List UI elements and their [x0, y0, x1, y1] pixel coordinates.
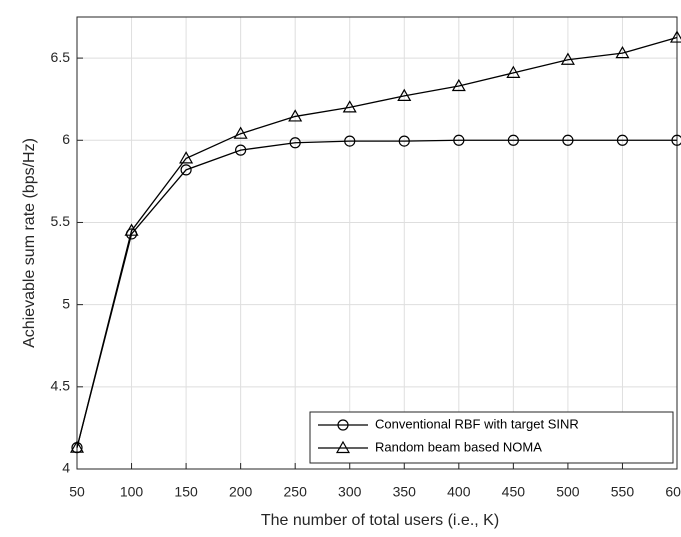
marker: [180, 164, 192, 176]
marker: [669, 30, 681, 43]
x-tick-label: 450: [502, 484, 526, 500]
y-tick-label: 4: [62, 460, 70, 476]
marker: [562, 134, 574, 146]
x-tick-label: 500: [556, 484, 580, 500]
series-line: [76, 139, 677, 448]
marker: [616, 134, 629, 146]
x-tick-label: 250: [284, 484, 308, 500]
plot-frame: [76, 16, 678, 470]
marker: [506, 65, 521, 78]
marker: [615, 45, 630, 59]
y-tick-label: 6: [62, 131, 70, 147]
series-line: [76, 36, 678, 448]
marker: [288, 109, 303, 122]
legend-label: Conventional RBF with target SINR: [375, 416, 579, 431]
x-axis-label: The number of total users (i.e., K): [261, 512, 499, 529]
marker: [507, 134, 519, 146]
marker: [289, 137, 301, 149]
marker: [398, 135, 410, 147]
legend-box: [309, 411, 674, 464]
x-tick-label: 150: [174, 484, 198, 500]
marker: [671, 134, 681, 146]
marker: [453, 134, 465, 146]
marker: [397, 88, 412, 101]
x-tick-label: 100: [120, 484, 144, 500]
marker: [179, 151, 194, 164]
marker: [560, 52, 575, 65]
x-tick-label: 50: [69, 484, 85, 500]
y-tick-label: 6.5: [51, 49, 71, 65]
y-tick-label: 5: [62, 295, 70, 311]
x-tick-label: 550: [611, 484, 635, 500]
marker: [124, 223, 139, 236]
legend-label: Random beam based NOMA: [375, 439, 542, 454]
marker: [451, 78, 466, 92]
y-tick-label: 5.5: [51, 213, 71, 229]
legend-marker: [335, 440, 351, 454]
x-tick-label: 200: [229, 484, 253, 500]
legend-marker: [337, 419, 349, 431]
x-tick-label: 400: [447, 484, 471, 500]
marker: [344, 135, 356, 147]
x-tick-label: 300: [338, 484, 362, 500]
y-tick-label: 4.5: [51, 378, 71, 394]
x-tick-label: 600: [665, 484, 681, 500]
marker: [233, 126, 248, 139]
marker: [235, 144, 247, 156]
y-axis-label: Achievable sum rate (bps/Hz): [21, 138, 38, 348]
x-tick-label: 350: [393, 484, 417, 500]
marker: [69, 440, 85, 453]
marker: [342, 100, 357, 113]
